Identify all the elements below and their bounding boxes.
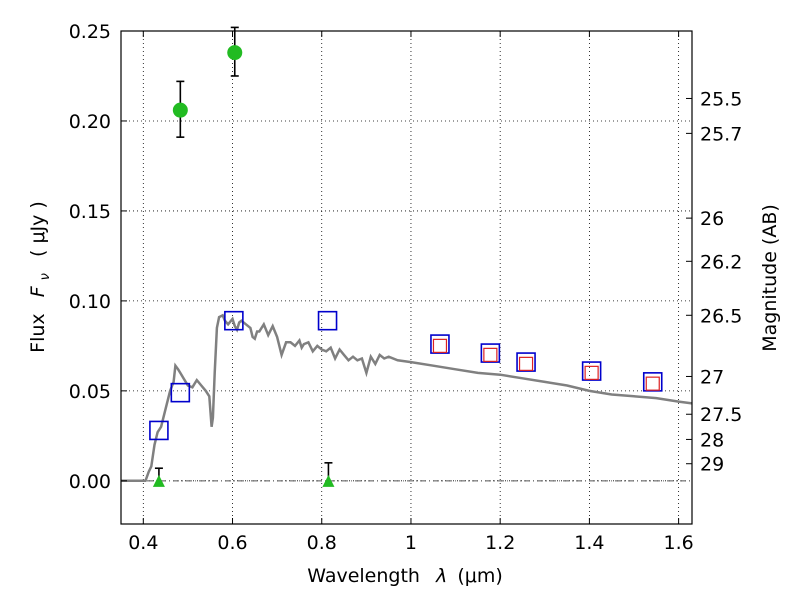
- y2-tick-label: 25.5: [700, 88, 742, 110]
- y-tick-label: 0.05: [69, 381, 111, 403]
- y2-tick-label: 28: [700, 429, 724, 451]
- blue-square-point: [317, 310, 338, 331]
- x-axis-label: Wavelength λ (μm): [307, 565, 502, 587]
- y-tick-label: 0.00: [69, 471, 111, 493]
- blue-square-point: [480, 343, 501, 363]
- y2-tick-label: 27: [700, 366, 724, 388]
- y-axis-ticks: 0.00 0.05 0.10 0.15 0.20 0.25: [69, 21, 127, 493]
- y-axis-label: Flux F ν ( μJy ): [27, 201, 54, 353]
- grid-lines: [121, 30, 692, 524]
- model-spectrum-line: [121, 313, 693, 483]
- y2-axis-label: Magnitude (AB): [759, 204, 781, 352]
- y2-tick-label: 26: [700, 208, 724, 230]
- x-axis-ticks: 0.4 0.6 0.8 1 1.2 1.4 1.6: [128, 31, 694, 554]
- red-square-point: [518, 356, 534, 371]
- y2-tick-label: 25.7: [700, 123, 742, 145]
- red-square-point: [483, 347, 498, 362]
- red-square-point: [432, 338, 448, 353]
- green-triangle-point: [322, 474, 335, 487]
- x-tick-label: 1: [405, 532, 417, 554]
- blue-square-point: [642, 372, 663, 392]
- data-markers: [149, 26, 663, 487]
- y-tick-label: 0.10: [69, 291, 111, 313]
- y2-tick-label: 26.5: [700, 305, 742, 327]
- blue-square-point: [149, 420, 169, 441]
- green-circle-point: [172, 102, 188, 118]
- blue-square-point: [224, 310, 244, 331]
- y-tick-label: 0.20: [69, 111, 111, 133]
- y-tick-label: 0.15: [69, 201, 111, 223]
- x-tick-label: 0.8: [307, 532, 337, 554]
- x-tick-label: 1.6: [664, 532, 694, 554]
- x-tick-label: 0.4: [128, 532, 158, 554]
- plot-frame: [120, 30, 693, 525]
- blue-square-point: [516, 352, 536, 372]
- blue-square-point: [170, 382, 191, 403]
- x-tick-label: 0.6: [217, 532, 247, 554]
- blue-square-point: [430, 334, 450, 354]
- x-tick-label: 1.2: [485, 532, 515, 554]
- y2-tick-label: 27.5: [700, 404, 742, 426]
- green-triangle-point: [152, 474, 165, 487]
- y2-tick-label: 26.2: [700, 251, 742, 273]
- y2-axis-ticks: 25.5 25.7 26 26.2 26.5 27 27.5 28 29: [686, 88, 742, 476]
- green-circle-point: [227, 45, 243, 61]
- x-tick-label: 1.4: [574, 532, 604, 554]
- red-square-point: [645, 376, 660, 391]
- y-tick-label: 0.25: [69, 21, 111, 43]
- red-square-point: [584, 365, 599, 380]
- blue-square-point: [581, 361, 602, 381]
- y2-tick-label: 29: [700, 454, 724, 476]
